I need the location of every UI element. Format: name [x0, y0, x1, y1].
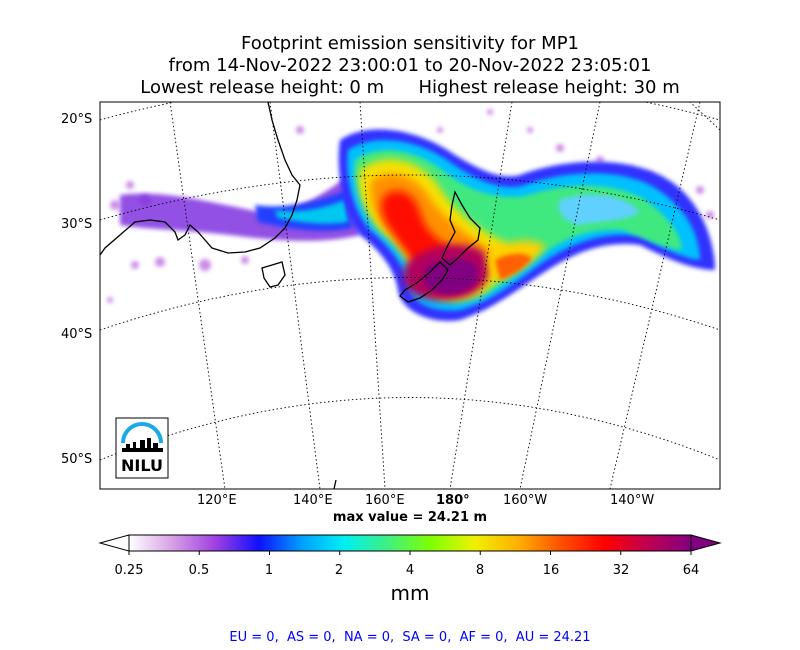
max-value-label: max value = 24.21 m — [332, 510, 488, 525]
lat-label-40s: 40°S — [61, 327, 93, 342]
map-frame — [99, 101, 721, 490]
colorbar-unit: mm — [390, 581, 430, 605]
colorbar-min-extend — [98, 534, 130, 552]
lat-label-50s: 50°S — [61, 452, 93, 467]
logo-text: NILU — [121, 456, 163, 475]
colorbar-label: 0.25 — [114, 563, 144, 578]
title-line-1: Footprint emission sensitivity for MP1 — [240, 33, 579, 54]
colorbar — [98, 534, 722, 555]
lon-label-140w: 140°W — [610, 493, 655, 508]
nilu-logo: NILU — [115, 417, 169, 479]
colorbar-label: 4 — [405, 563, 415, 578]
lat-label-30s: 30°S — [61, 217, 93, 232]
colorbar-label: 8 — [475, 563, 485, 578]
graticule — [100, 102, 720, 489]
colorbar-max-extend — [690, 534, 722, 552]
coastlines — [100, 102, 481, 489]
lon-label-160w: 160°W — [503, 493, 548, 508]
title-line-2: from 14-Nov-2022 23:00:01 to 20-Nov-2022… — [168, 55, 652, 76]
lon-label-160e: 160°E — [365, 493, 405, 508]
colorbar-label: 0.5 — [188, 563, 210, 578]
lon-label-120e: 120°E — [197, 493, 237, 508]
lon-label-140e: 140°E — [293, 493, 333, 508]
title-line-3: Lowest release height: 0 m Highest relea… — [140, 77, 680, 98]
colorbar-label: 64 — [682, 563, 700, 578]
colorbar-label: 16 — [542, 563, 560, 578]
colorbar-label: 2 — [334, 563, 344, 578]
region-totals: EU = 0, AS = 0, NA = 0, SA = 0, AF = 0, … — [229, 630, 591, 645]
footprint-plume — [107, 109, 715, 321]
colorbar-gradient — [129, 535, 691, 551]
colorbar-label: 32 — [612, 563, 630, 578]
colorbar-label: 1 — [264, 563, 274, 578]
lat-label-20s: 20°S — [61, 112, 93, 127]
lon-label-180: 180° — [436, 493, 470, 508]
